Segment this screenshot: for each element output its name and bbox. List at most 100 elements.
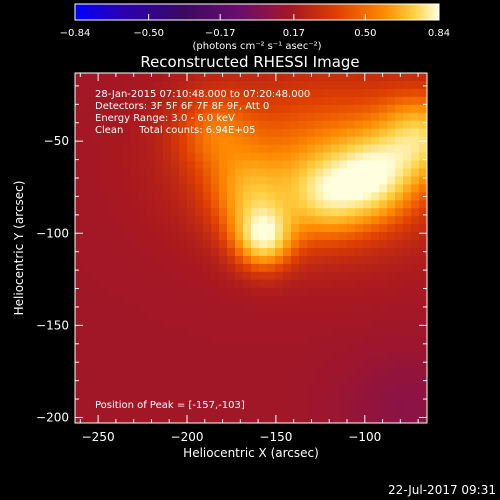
heatmap-cell: [75, 208, 84, 217]
heatmap-cell: [379, 271, 388, 281]
heatmap-cell: [91, 192, 100, 201]
heatmap-cell: [187, 287, 196, 297]
heatmap-cell: [403, 248, 412, 257]
heatmap-cell: [243, 184, 252, 193]
heatmap-cell: [203, 192, 212, 201]
heatmap-cell: [387, 263, 396, 273]
heatmap-cell: [171, 383, 180, 392]
heatmap-cell: [251, 152, 260, 162]
heatmap-cell: [371, 407, 380, 416]
heatmap-cell: [283, 128, 292, 138]
heatmap-cell: [235, 152, 244, 162]
heatmap-cell: [107, 407, 116, 416]
heatmap-cell: [371, 240, 380, 249]
heatmap-cell: [323, 375, 332, 384]
heatmap-cell: [331, 271, 340, 281]
heatmap-cell: [99, 240, 108, 249]
heatmap-cell: [371, 216, 380, 225]
heatmap-cell: [227, 319, 236, 329]
heatmap-cell: [235, 343, 244, 352]
heatmap-cell: [307, 80, 316, 90]
heatmap-cell: [107, 319, 116, 329]
heatmap-cell: [323, 263, 332, 273]
heatmap-cell: [243, 120, 252, 130]
heatmap-cell: [155, 216, 164, 225]
heatmap-cell: [171, 263, 180, 273]
heatmap-cell: [235, 279, 244, 289]
heatmap-cell: [99, 327, 108, 337]
heatmap-cell: [211, 200, 220, 209]
heatmap-cell: [179, 168, 188, 177]
heatmap-cell: [403, 144, 412, 154]
heatmap-cell: [139, 184, 148, 193]
heatmap-cell: [379, 88, 388, 98]
heatmap-cell: [163, 248, 172, 257]
heatmap-cell: [123, 88, 132, 98]
heatmap-cell: [203, 224, 212, 233]
heatmap-cell: [315, 351, 324, 360]
heatmap-cell: [171, 168, 180, 177]
heatmap-cell: [379, 311, 388, 321]
heatmap-cell: [315, 128, 324, 138]
heatmap-cell: [203, 176, 212, 185]
heatmap-cell: [395, 224, 404, 233]
heatmap-cell: [347, 136, 356, 146]
heatmap-cell: [387, 216, 396, 225]
heatmap-cell: [267, 240, 276, 249]
heatmap-cell: [227, 415, 236, 423]
heatmap-cell: [363, 248, 372, 257]
heatmap-cell: [163, 391, 172, 400]
heatmap-cell: [395, 80, 404, 90]
heatmap-cell: [339, 303, 348, 313]
heatmap-cell: [355, 383, 364, 392]
heatmap-cell: [315, 80, 324, 90]
heatmap-cell: [219, 255, 228, 265]
heatmap-cell: [379, 232, 388, 241]
heatmap-cell: [139, 96, 148, 106]
heatmap-cell: [355, 112, 364, 122]
heatmap-cell: [275, 383, 284, 392]
heatmap-cell: [323, 232, 332, 241]
heatmap-cell: [259, 255, 268, 265]
heatmap-cell: [115, 383, 124, 392]
heatmap-cell: [403, 295, 412, 305]
heatmap-cell: [307, 327, 316, 337]
heatmap-cell: [403, 152, 412, 162]
heatmap-cell: [227, 248, 236, 257]
heatmap-cell: [355, 399, 364, 408]
heatmap-cell: [251, 271, 260, 281]
heatmap-cell: [179, 415, 188, 423]
heatmap-cell: [91, 176, 100, 185]
heatmap-cell: [123, 367, 132, 376]
heatmap-cell: [379, 184, 388, 193]
heatmap-cell: [131, 200, 140, 209]
heatmap-cell: [147, 407, 156, 416]
heatmap-cell: [307, 96, 316, 106]
heatmap-cell: [91, 375, 100, 384]
heatmap-cell: [339, 136, 348, 146]
heatmap-cell: [379, 96, 388, 106]
heatmap-cell: [291, 184, 300, 193]
heatmap-cell: [139, 192, 148, 201]
heatmap-cell: [211, 168, 220, 177]
heatmap-cell: [243, 192, 252, 201]
heatmap-cell: [219, 73, 228, 82]
heatmap-cell: [219, 96, 228, 106]
heatmap-cell: [403, 120, 412, 130]
heatmap-cell: [123, 152, 132, 162]
heatmap-cell: [235, 136, 244, 146]
heatmap-cell: [203, 144, 212, 154]
heatmap-cell: [259, 216, 268, 225]
heatmap-cell: [259, 343, 268, 352]
heatmap-cell: [363, 152, 372, 162]
heatmap-cell: [323, 279, 332, 289]
heatmap-cell: [83, 295, 92, 305]
heatmap-cell: [139, 248, 148, 257]
heatmap-cell: [411, 399, 420, 408]
heatmap-cell: [379, 359, 388, 368]
heatmap-cell: [75, 73, 84, 82]
heatmap-cell: [235, 128, 244, 138]
heatmap-cell: [387, 104, 396, 114]
heatmap-cell: [131, 120, 140, 130]
heatmap-cell: [299, 335, 308, 345]
